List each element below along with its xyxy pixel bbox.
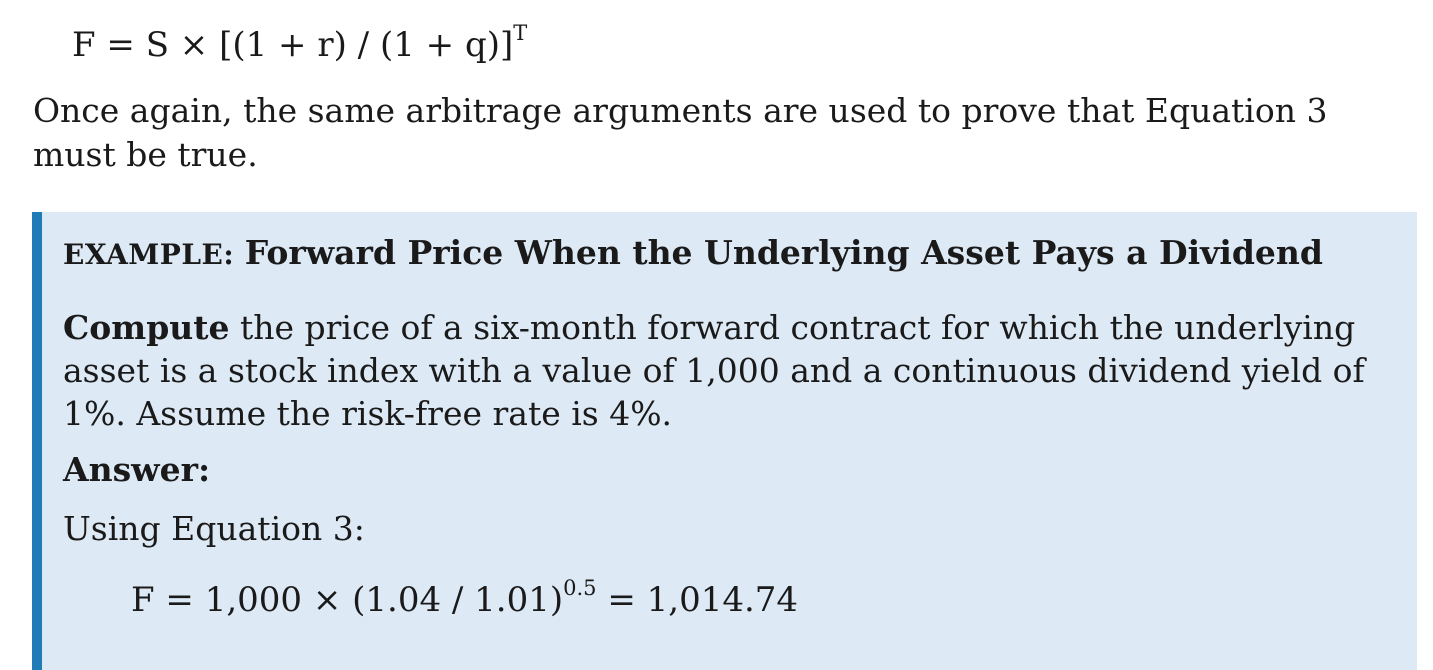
example-question: Compute the price of a six-month forward…	[63, 306, 1408, 435]
example-box: EXAMPLE: Forward Price When the Underlyi…	[32, 212, 1417, 670]
example-title: Forward Price When the Underlying Asset …	[244, 233, 1323, 272]
example-formula-exponent: 0.5	[563, 575, 597, 600]
question-lead: Compute	[63, 308, 230, 347]
forward-price-formula: F = S × [(1 + r) / (1 + q)]T	[72, 22, 527, 68]
example-formula: F = 1,000 × (1.04 / 1.01)0.5 = 1,014.74	[131, 577, 798, 623]
question-text: the price of a six-month forward contrac…	[63, 308, 1365, 433]
example-formula-base: F = 1,000 × (1.04 / 1.01)	[131, 580, 564, 620]
answer-label: Answer:	[63, 450, 211, 489]
formula-exponent: T	[513, 20, 528, 45]
example-label: EXAMPLE:	[63, 238, 235, 271]
example-formula-result: = 1,014.74	[596, 580, 799, 620]
using-equation-text: Using Equation 3:	[63, 509, 365, 548]
formula-main: F = S × [(1 + r) / (1 + q)]	[72, 25, 514, 65]
body-paragraph: Once again, the same arbitrage arguments…	[33, 91, 1328, 174]
example-heading: EXAMPLE: Forward Price When the Underlyi…	[63, 231, 1323, 277]
